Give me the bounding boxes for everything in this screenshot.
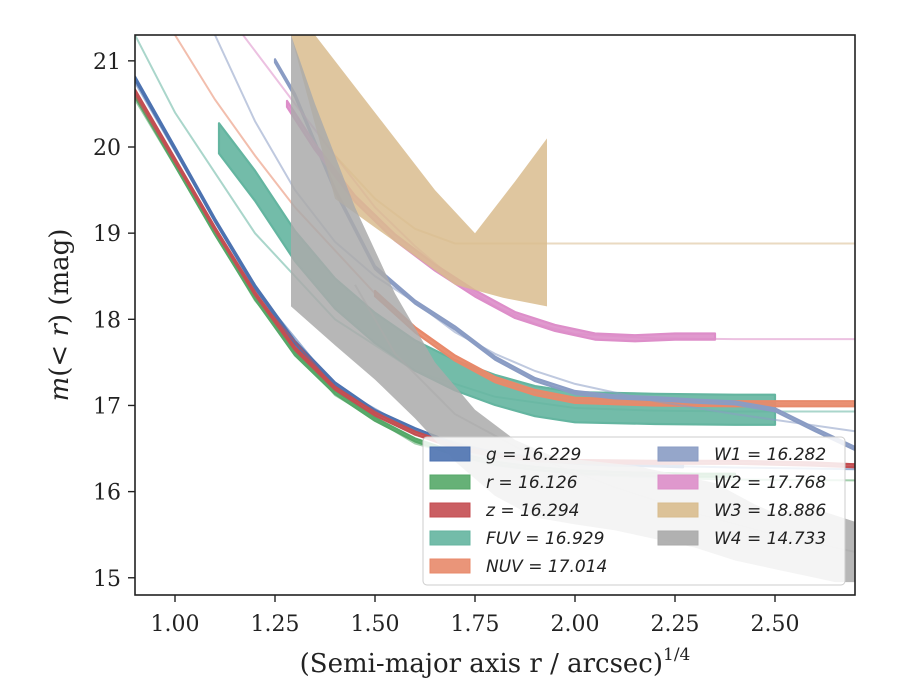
legend-swatch-nuv bbox=[429, 558, 471, 574]
legend-label-fuv: FUV = 16.929 bbox=[486, 529, 604, 549]
legend-label-z: z = 16.294 bbox=[485, 501, 579, 521]
legend-label-r: r = 16.126 bbox=[486, 473, 578, 493]
y-tick-label: 19 bbox=[93, 222, 121, 247]
y-axis-title: m(< r) (mag) bbox=[45, 229, 75, 402]
series-w3-band bbox=[291, 35, 547, 307]
x-tick-label: 2.25 bbox=[651, 612, 700, 637]
legend-swatch-w3 bbox=[657, 502, 699, 518]
y-tick-label: 17 bbox=[93, 394, 121, 419]
series-z-band bbox=[135, 88, 855, 469]
legend-swatch-z bbox=[429, 502, 471, 518]
plot-frame bbox=[134, 34, 856, 596]
y-tick-label: 18 bbox=[93, 308, 121, 333]
legend-label-nuv: NUV = 17.014 bbox=[486, 557, 607, 577]
x-axis-title: (Semi-major axis r / arcsec)1/4 bbox=[300, 645, 691, 679]
legend: g = 16.229 r = 16.126 z = 16.294 FUV = 16.9… bbox=[422, 436, 846, 586]
legend-label-w3: W3 = 18.886 bbox=[714, 501, 826, 521]
x-tick-label: 1.50 bbox=[351, 612, 400, 637]
y-tick-label: 15 bbox=[93, 567, 121, 592]
y-tick-label: 20 bbox=[93, 136, 121, 161]
y-tick-label: 16 bbox=[93, 481, 121, 506]
legend-label-w2: W2 = 17.768 bbox=[714, 473, 826, 493]
legend-label-w4: W4 = 14.733 bbox=[714, 529, 826, 549]
series-w1-band bbox=[273, 58, 855, 452]
legend-swatch-w2 bbox=[657, 474, 699, 490]
x-axis-title-exponent: 1/4 bbox=[663, 645, 690, 665]
legend-swatch-r bbox=[429, 474, 471, 490]
legend-label-w1: W1 = 16.282 bbox=[714, 445, 826, 465]
legend-swatch-fuv bbox=[429, 530, 471, 546]
x-tick-label: 1.25 bbox=[251, 612, 300, 637]
legend-box bbox=[422, 436, 846, 586]
x-tick-label: 2.50 bbox=[751, 612, 800, 637]
x-tick-label: 2.00 bbox=[551, 612, 600, 637]
legend-swatch-w4 bbox=[657, 530, 699, 546]
series-nuv-band bbox=[373, 289, 855, 408]
axis-ticks: 1.00 1.25 1.50 1.75 2.00 2.25 2.50 15 16 17 18 19 20… bbox=[93, 50, 799, 637]
legend-swatch-w1 bbox=[657, 446, 699, 462]
x-tick-label: 1.00 bbox=[151, 612, 200, 637]
x-tick-label: 1.75 bbox=[451, 612, 500, 637]
legend-label-g: g = 16.229 bbox=[486, 445, 581, 465]
x-axis-title-main: (Semi-major axis r / arcsec) bbox=[300, 649, 663, 679]
y-tick-label: 21 bbox=[93, 50, 121, 75]
legend-swatch-g bbox=[429, 446, 471, 462]
